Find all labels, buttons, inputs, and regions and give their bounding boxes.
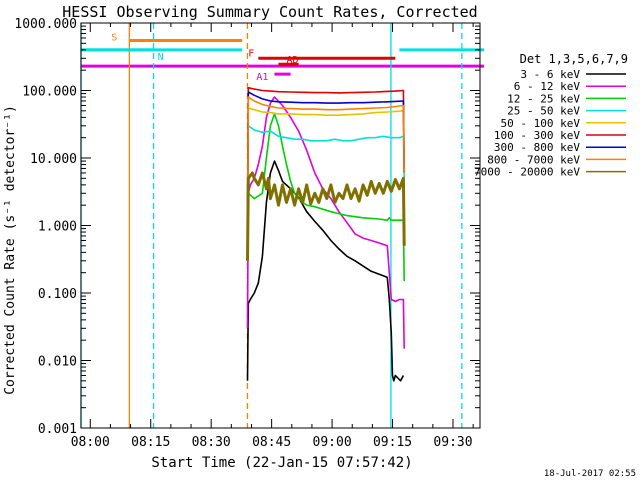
- legend-label-1: 6 - 12 keV: [514, 80, 581, 93]
- y-tick-label-6: 1000.000: [14, 17, 77, 32]
- series-line-1: [246, 96, 405, 349]
- axes: 08:00 08:15 08:30 08:45 09:00 09:15 09:30 0.001…: [14, 17, 481, 450]
- x-tick-label-4: 09:00: [313, 435, 352, 450]
- y-tick-label-4: 10.000: [30, 152, 77, 167]
- flag-label-1: N: [158, 52, 164, 63]
- legend-label-0: 3 - 6 keV: [520, 68, 580, 81]
- plot-frame: [80, 22, 481, 429]
- legend-label-3: 25 - 50 keV: [507, 105, 580, 118]
- x-tick-label-6: 09:30: [433, 435, 472, 450]
- flag-label-4: A1: [256, 72, 268, 83]
- plot-area: S N F AD A1: [80, 23, 485, 428]
- x-tick-label-0: 08:00: [71, 435, 110, 450]
- y-tick-label-1: 0.010: [38, 355, 77, 370]
- series-line-5: [246, 86, 405, 226]
- flag-label-0: S: [111, 33, 117, 44]
- legend-label-5: 100 - 300 keV: [494, 129, 580, 142]
- x-tick-label-1: 08:15: [131, 435, 170, 450]
- footer-timestamp: 18-Jul-2017 02:55: [544, 469, 636, 479]
- flag-label-2: F: [248, 48, 254, 59]
- series-line-3: [246, 125, 405, 261]
- y-tick-label-3: 1.000: [38, 220, 77, 235]
- series-line-7: [246, 96, 405, 246]
- legend-label-2: 12 - 25 keV: [507, 92, 580, 105]
- y-tick-label-2: 0.100: [38, 287, 77, 302]
- legend-title: Det 1,3,5,6,7,9: [520, 52, 628, 66]
- series-line-4: [246, 107, 405, 246]
- x-axis-label: Start Time (22-Jan-15 07:57:42): [151, 455, 412, 471]
- y-tick-label-5: 100.000: [22, 85, 77, 100]
- x-tick-label-3: 08:45: [252, 435, 291, 450]
- flag-label-3: AD: [287, 55, 299, 66]
- legend-label-8: 7000 - 20000 keV: [474, 166, 580, 179]
- series-line-0: [246, 160, 405, 382]
- legend-label-4: 50 - 100 keV: [501, 117, 581, 130]
- legend-label-7: 800 - 7000 keV: [487, 153, 580, 166]
- legend-label-6: 300 - 800 keV: [494, 141, 580, 154]
- x-tick-label-5: 09:15: [373, 435, 412, 450]
- series-line-6: [246, 91, 405, 233]
- x-tick-label-2: 08:30: [192, 435, 231, 450]
- y-axis-label: Corrected Count Rate (s⁻¹ detector⁻¹): [3, 105, 18, 395]
- y-tick-label-0: 0.001: [38, 422, 77, 437]
- chart-title: HESSI Observing Summary Count Rates, Cor…: [62, 3, 477, 21]
- series-line-8: [246, 171, 406, 261]
